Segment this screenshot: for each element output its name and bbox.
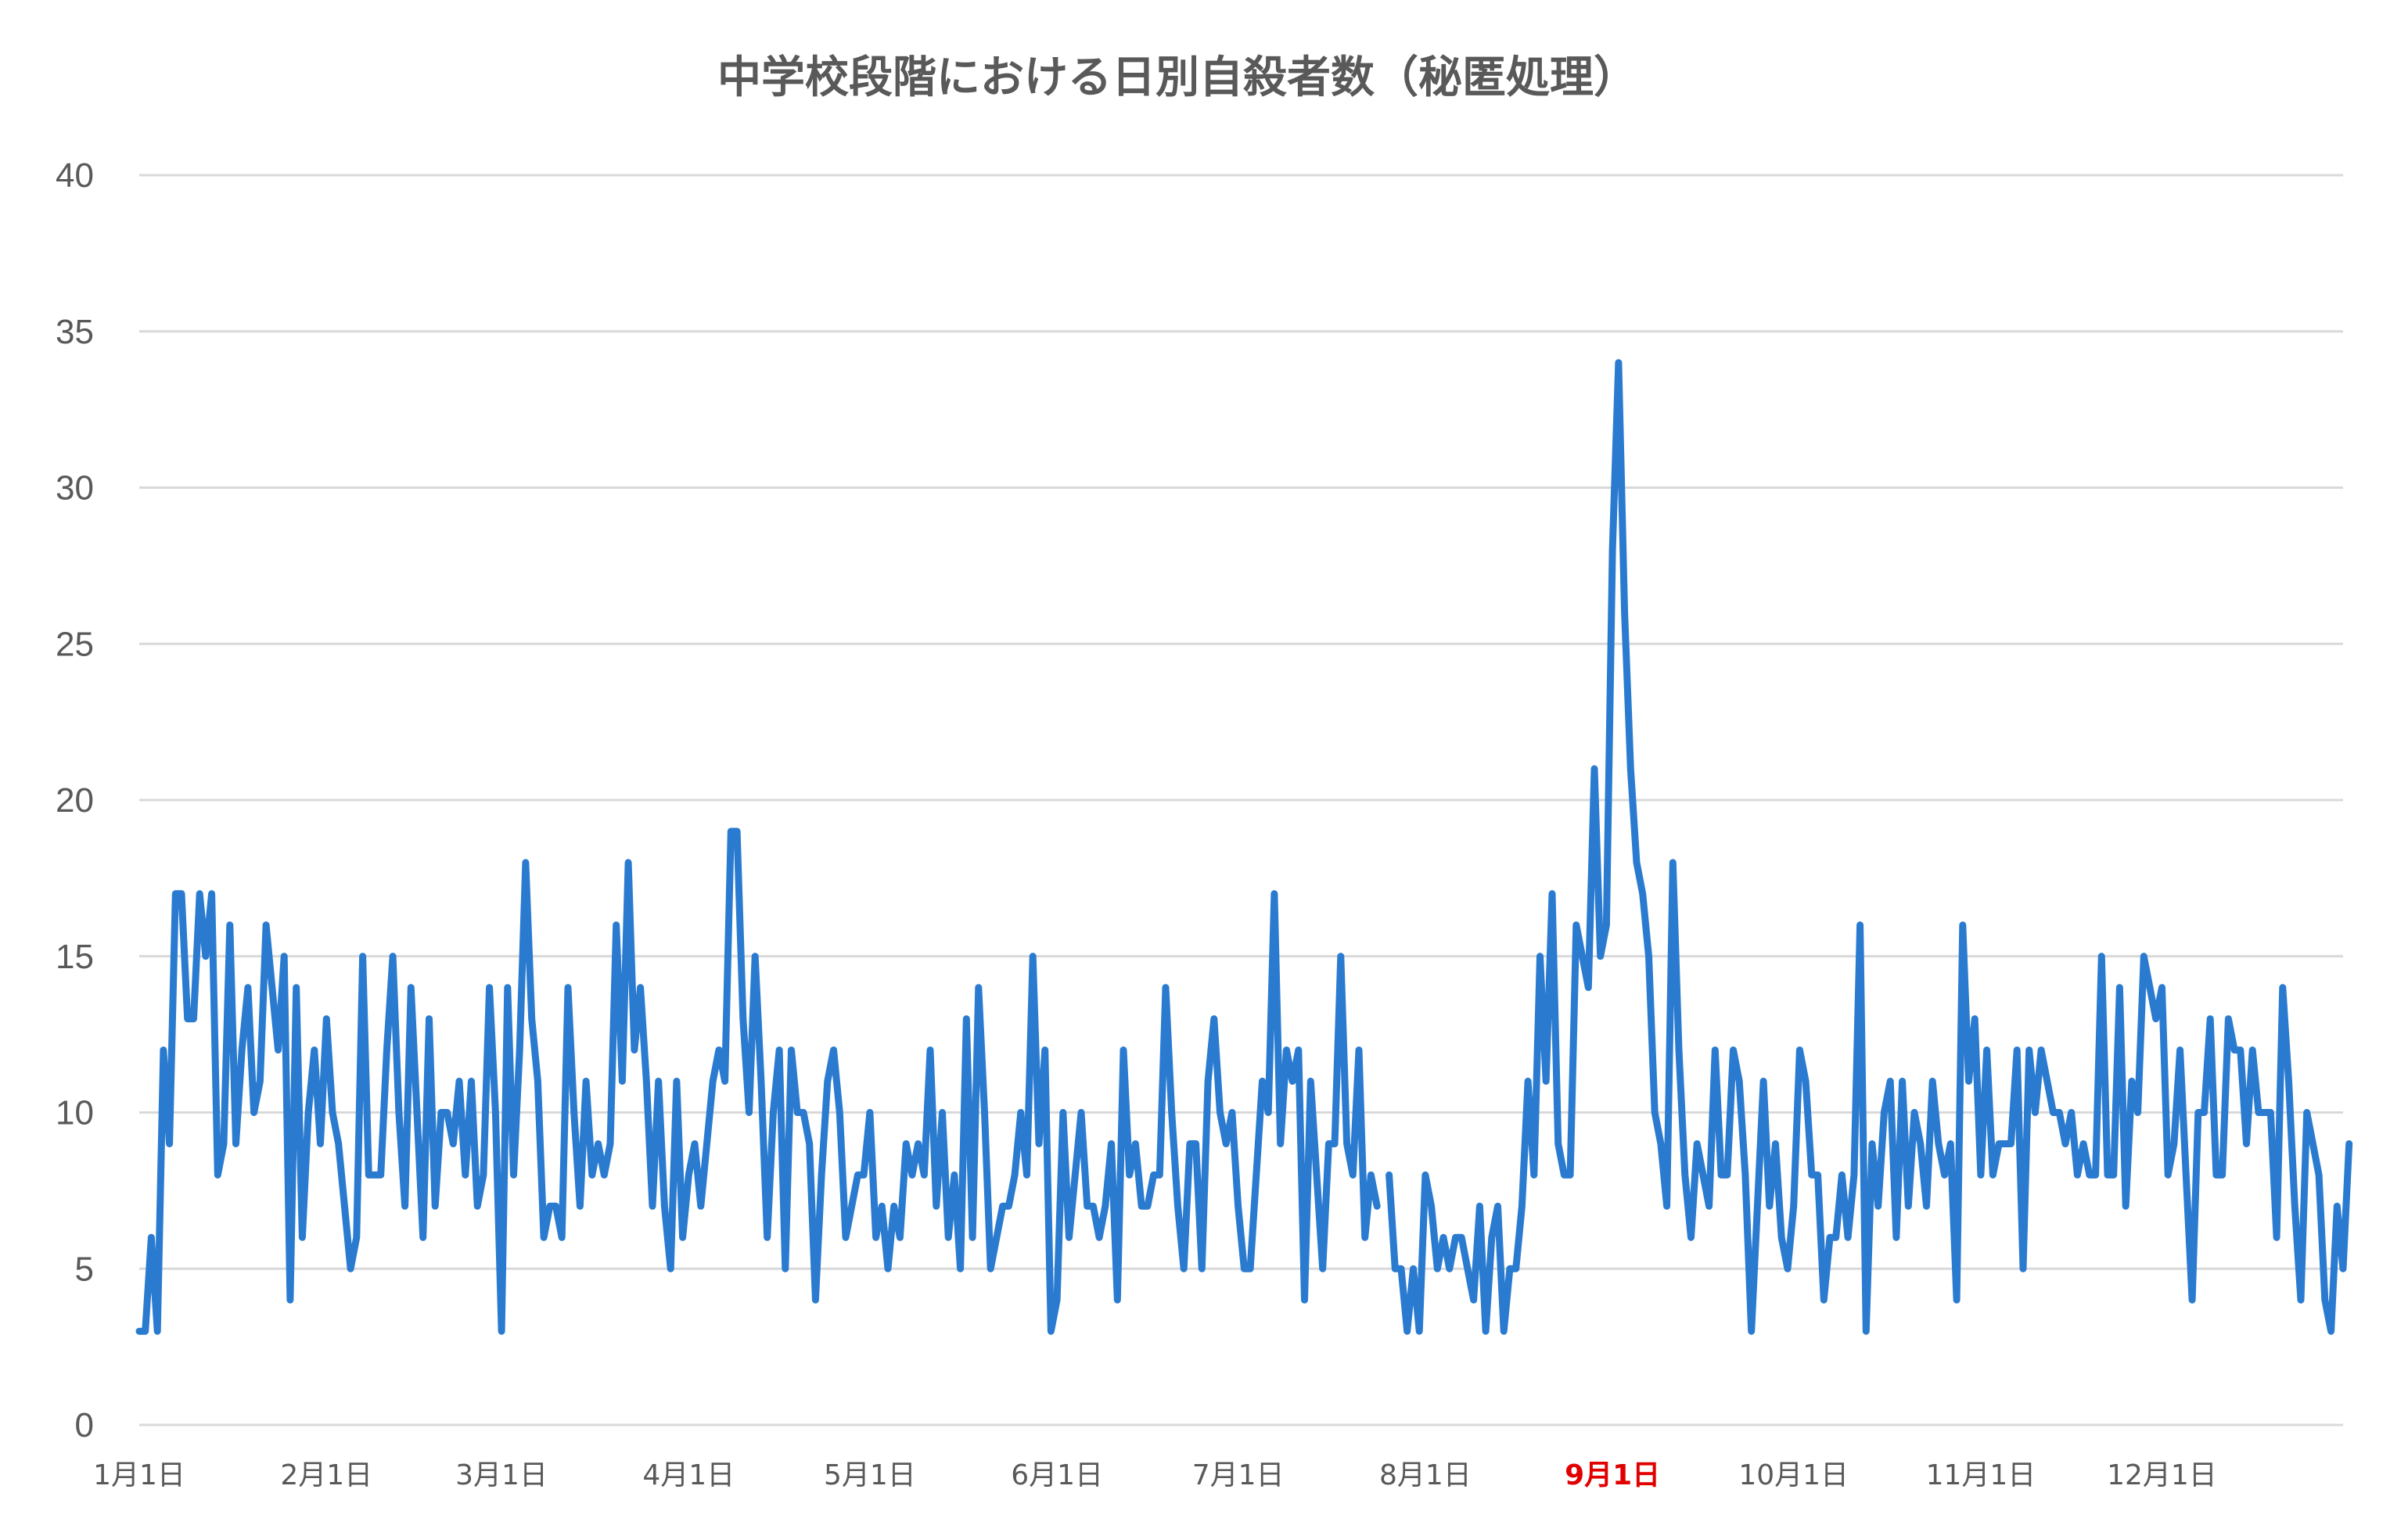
x-tick-label: 2月1日 xyxy=(280,1459,372,1491)
x-axis-tick-labels: 1月1日 2月1日 3月1日 4月1日 5月1日 6月1日 7月1日 8月1日 9月1日 10月1… xyxy=(93,1459,2217,1491)
x-tick-label: 5月1日 xyxy=(824,1459,916,1491)
series-line-0 xyxy=(135,359,2353,1335)
y-tick-label: 30 xyxy=(56,469,94,508)
y-tick-label: 5 xyxy=(75,1250,94,1288)
y-tick-label: 40 xyxy=(56,156,94,195)
y-tick-label: 25 xyxy=(56,625,94,663)
x-tick-label: 10月1日 xyxy=(1738,1459,1849,1491)
x-tick-label: 9月1日 xyxy=(1565,1459,1660,1491)
x-tick-label: 4月1日 xyxy=(642,1459,735,1491)
x-tick-label: 1月1日 xyxy=(93,1459,185,1491)
y-tick-label: 35 xyxy=(56,313,94,351)
y-axis-tick-labels: 0 5 10 15 20 25 30 35 40 xyxy=(56,156,94,1444)
y-tick-label: 0 xyxy=(75,1406,94,1444)
x-tick-label: 11月1日 xyxy=(1926,1459,2036,1491)
series-layer xyxy=(135,359,2353,1335)
chart-title: 中学校段階における日別自殺者数（秘匿処理） xyxy=(717,52,1637,103)
y-tick-label: 20 xyxy=(56,781,94,820)
x-tick-label: 7月1日 xyxy=(1192,1459,1285,1491)
x-tick-label: 12月1日 xyxy=(2107,1459,2217,1491)
x-tick-label: 6月1日 xyxy=(1011,1459,1103,1491)
y-tick-label: 10 xyxy=(56,1094,94,1132)
x-tick-label: 8月1日 xyxy=(1379,1459,1472,1491)
x-tick-label: 3月1日 xyxy=(455,1459,548,1491)
y-tick-label: 15 xyxy=(56,938,94,976)
